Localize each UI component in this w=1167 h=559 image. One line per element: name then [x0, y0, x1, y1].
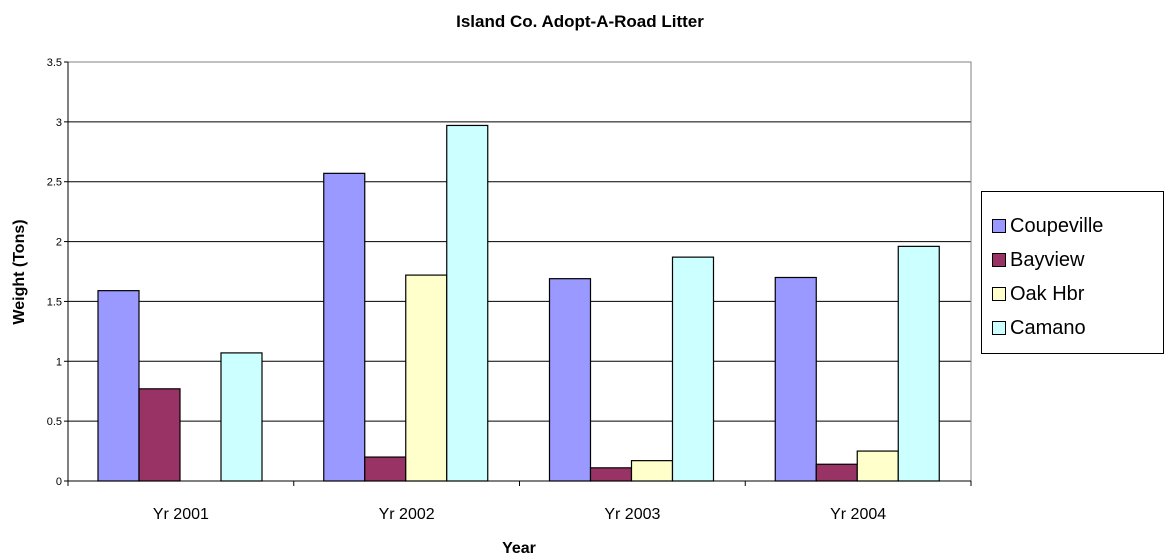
bar-bayview	[364, 456, 407, 482]
bar-coupeville	[97, 290, 140, 482]
bar-oak-hbr	[405, 274, 448, 482]
bar-camano	[220, 352, 263, 482]
chart-title: Island Co. Adopt-A-Road Litter	[456, 12, 704, 31]
y-tick-label: 3.5	[47, 57, 62, 69]
plot-area: 0 0.5 1 1.5 2 2.5 3 3.5 Yr 2001 Yr 2002 Yr 2003 Yr …	[47, 57, 972, 523]
legend-item-coupeville: Coupeville	[992, 214, 1103, 238]
bar-coupeville	[323, 172, 366, 482]
bar-camano	[671, 256, 715, 482]
y-tick-label: 2.5	[47, 177, 62, 189]
y-axis-label: Weight (Tons)	[11, 219, 28, 324]
bar-bayview	[815, 463, 858, 482]
bar-oak-hbr	[856, 450, 899, 482]
x-tick-label: Yr 2003	[604, 506, 660, 523]
bar-coupeville	[774, 276, 817, 482]
legend-label: Coupeville	[1010, 214, 1104, 237]
legend-swatch	[992, 219, 1006, 233]
x-tick-label: Yr 2004	[830, 506, 886, 523]
y-tick-label: 0.5	[47, 416, 62, 428]
bar-oak-hbr	[630, 460, 674, 482]
plot-border	[67, 61, 972, 482]
y-tick-label: 1.5	[47, 296, 62, 308]
legend-label: Bayview	[1010, 248, 1085, 271]
legend-label: Oak Hbr	[1010, 282, 1085, 305]
bar-camano	[446, 124, 489, 482]
legend-item-bayview: Bayview	[992, 248, 1084, 272]
legend-swatch	[992, 253, 1006, 267]
bar-camano	[897, 245, 940, 482]
bar-bayview	[138, 388, 181, 482]
legend-swatch	[992, 287, 1006, 301]
legend-swatch	[992, 321, 1006, 335]
y-tick-label: 2	[56, 237, 62, 249]
bar-bayview	[589, 467, 633, 482]
x-tick-label: Yr 2002	[379, 506, 435, 523]
y-tick-label: 1	[56, 356, 62, 368]
bar-coupeville	[548, 278, 592, 482]
y-tick-label: 0	[56, 476, 62, 488]
legend-label: Camano	[1010, 316, 1086, 339]
y-tick-label: 3	[56, 117, 62, 129]
legend: Coupeville Bayview Oak Hbr Camano	[981, 191, 1164, 354]
legend-item-camano: Camano	[992, 316, 1086, 340]
x-axis-label: Year	[502, 540, 536, 557]
legend-item-oak-hbr: Oak Hbr	[992, 282, 1084, 306]
x-tick-label: Yr 2001	[153, 506, 209, 523]
